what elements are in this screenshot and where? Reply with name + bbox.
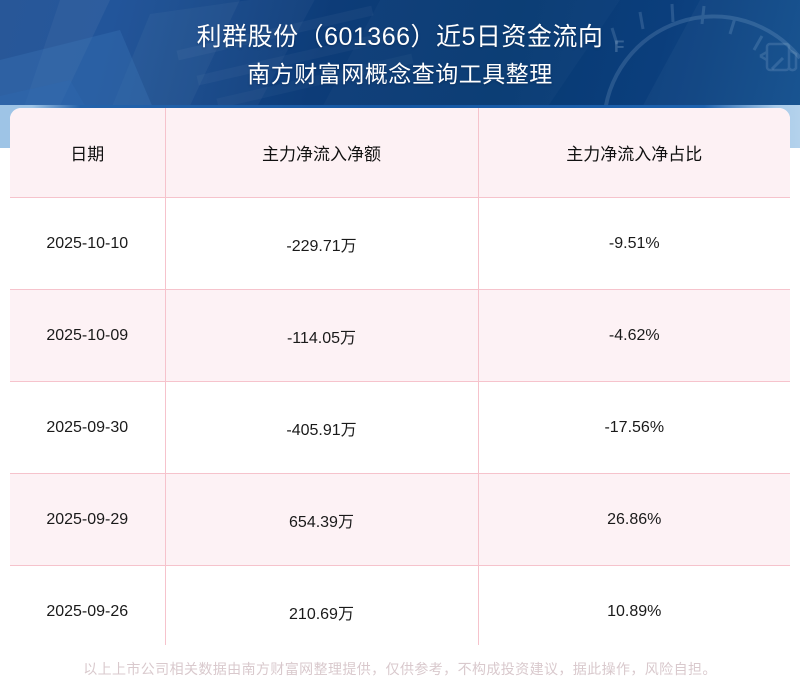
cell-net-ratio: -17.56% — [478, 381, 790, 474]
cell-net-ratio: -9.51% — [478, 197, 790, 290]
footer-disclaimer-bar: 以上上市公司相关数据由南方财富网整理提供，仅供参考，不构成投资建议，据此操作，风… — [0, 648, 800, 690]
fund-flow-table: 日期 主力净流入净额 主力净流入净占比 2025-10-10 -229.71万 … — [10, 108, 790, 645]
column-header-date: 日期 — [10, 108, 166, 198]
table-header-row: 日期 主力净流入净额 主力净流入净占比 — [10, 108, 790, 198]
cell-net-inflow: -405.91万 — [165, 381, 479, 474]
cell-net-inflow: 654.39万 — [165, 473, 479, 566]
column-header-net-inflow: 主力净流入净额 — [165, 108, 479, 198]
table-row: 2025-09-26 210.69万 10.89% — [10, 565, 790, 645]
column-header-net-ratio: 主力净流入净占比 — [478, 108, 790, 198]
table-header: 日期 主力净流入净额 主力净流入净占比 — [10, 108, 790, 198]
footer-disclaimer-text: 以上上市公司相关数据由南方财富网整理提供，仅供参考，不构成投资建议，据此操作，风… — [83, 661, 717, 677]
cell-date: 2025-10-10 — [10, 197, 166, 290]
cell-net-inflow: 210.69万 — [165, 565, 479, 645]
page-subtitle: 南方财富网概念查询工具整理 — [247, 61, 553, 87]
cell-date: 2025-09-26 — [10, 565, 166, 645]
cell-date: 2025-09-29 — [10, 473, 166, 566]
page-title: 利群股份（601366）近5日资金流向 — [196, 23, 604, 51]
cell-date: 2025-09-30 — [10, 381, 166, 474]
cell-date: 2025-10-09 — [10, 289, 166, 382]
table-row: 2025-09-30 -405.91万 -17.56% — [10, 381, 790, 474]
table-body: 2025-10-10 -229.71万 -9.51% 2025-10-09 -1… — [10, 197, 790, 645]
cell-net-inflow: -114.05万 — [165, 289, 479, 382]
table-row: 2025-10-09 -114.05万 -4.62% — [10, 289, 790, 382]
data-table-card: 南方财富网 Southmoney.com 日期 主力净流入净额 主力净流入净占比… — [10, 108, 790, 645]
cell-net-ratio: 26.86% — [478, 473, 790, 566]
cell-net-ratio: 10.89% — [478, 565, 790, 645]
cell-net-ratio: -4.62% — [478, 289, 790, 382]
table-row: 2025-10-10 -229.71万 -9.51% — [10, 197, 790, 290]
table-row: 2025-09-29 654.39万 26.86% — [10, 473, 790, 566]
cell-net-inflow: -229.71万 — [165, 197, 479, 290]
